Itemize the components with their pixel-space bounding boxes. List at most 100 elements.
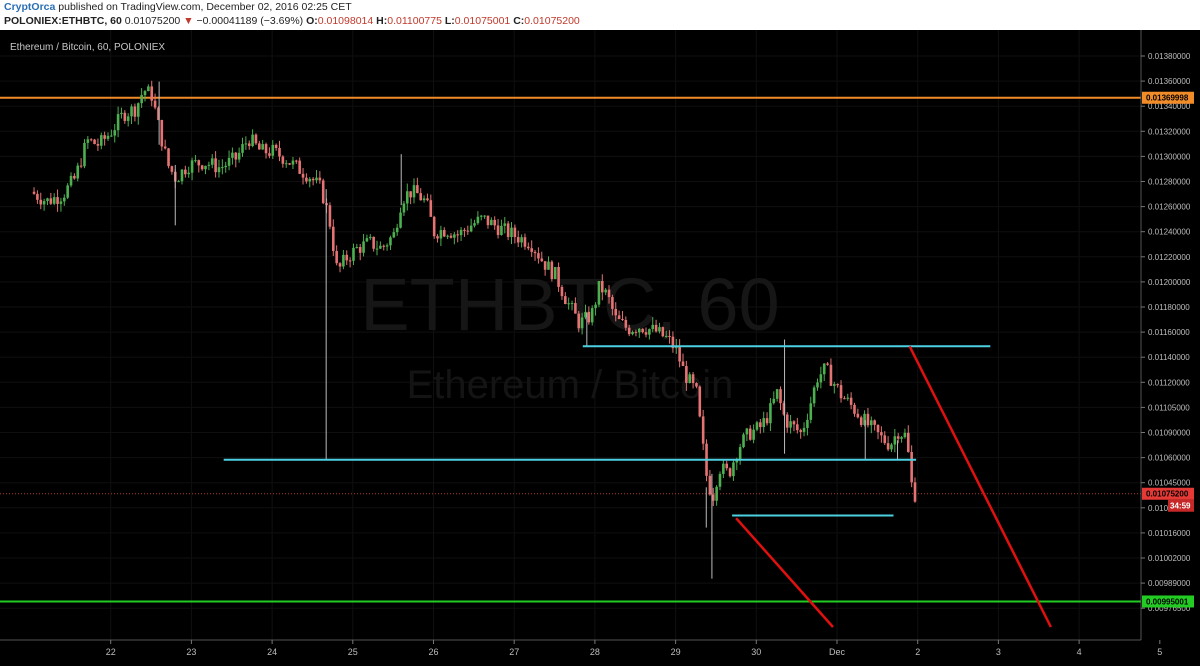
candle-body (802, 427, 806, 432)
candle-body (342, 254, 345, 267)
author-name[interactable]: CryptOrca (4, 1, 56, 13)
time-axis[interactable] (0, 640, 1200, 666)
candle-body (432, 216, 436, 237)
candle-body (298, 160, 301, 174)
candle-body (331, 226, 335, 251)
candle-body (365, 238, 369, 242)
x-tick-label: Dec (829, 647, 846, 657)
countdown-label: 34:59 (1170, 502, 1191, 511)
candlesticks (32, 80, 917, 579)
publish-info: published on TradingView.com, December 0… (58, 1, 352, 13)
candle-body (106, 135, 110, 139)
candle-body (816, 382, 819, 388)
candle-body (190, 160, 194, 173)
candle-body (765, 418, 769, 424)
x-tick-label: 24 (267, 647, 277, 657)
candle-body (456, 234, 460, 236)
chart-title: Ethereum / Bitcoin, 60, POLONIEX (10, 42, 165, 53)
candle-body (527, 246, 530, 249)
y-tick-label: 0.01045000 (1148, 479, 1191, 488)
candle-body (204, 165, 207, 170)
candle-body (718, 473, 722, 487)
candle-body (416, 185, 419, 194)
chart-header: CryptOrca published on TradingView.com, … (0, 0, 1200, 30)
candle-body (247, 143, 251, 147)
symbol-label: POLONIEX:ETHBTC, 60 (4, 15, 122, 27)
candle-body (49, 198, 53, 204)
candle-body (537, 253, 540, 259)
candle-body (436, 236, 439, 239)
candle-body (627, 327, 631, 335)
candle-body (863, 413, 866, 425)
candle-body (207, 164, 211, 166)
candle-body (829, 364, 833, 386)
candle-body (906, 432, 910, 452)
candle-body (896, 436, 900, 439)
candle-body (143, 91, 147, 96)
candle-body (469, 225, 473, 232)
candle-body (856, 413, 860, 418)
y-tick-label: 0.01380000 (1148, 52, 1191, 61)
candle-body (89, 139, 93, 141)
candle-body (584, 311, 587, 318)
close-key: C: (513, 15, 525, 27)
y-tick-label: 0.01360000 (1148, 77, 1191, 86)
down-arrow-icon: ▼ (183, 15, 194, 27)
x-tick-label: 4 (1077, 647, 1082, 657)
candle-body (258, 143, 261, 150)
candle-body (711, 494, 715, 501)
x-tick-label: 30 (751, 647, 761, 657)
candle-body (819, 374, 823, 383)
candle-body (738, 447, 742, 460)
candle-body (463, 229, 466, 231)
price-chart[interactable]: ETHBTC, 60 Ethereum / Bitcoin Ethereum /… (0, 30, 1200, 666)
high-value: 0.01100775 (387, 15, 442, 27)
trend-line[interactable] (908, 345, 1052, 628)
candle-body (594, 304, 597, 309)
candle-body (792, 421, 796, 425)
candle-body (688, 374, 692, 383)
candle-body (264, 144, 268, 154)
candle-body (345, 254, 349, 261)
price-tag-label: 0.00995001 (1146, 597, 1189, 606)
candle-body (553, 267, 557, 280)
candle-body (547, 261, 550, 270)
x-tick-label: 26 (428, 647, 438, 657)
candle-body (597, 281, 601, 305)
y-tick-label: 0.01300000 (1148, 152, 1191, 161)
x-tick-label: 25 (348, 647, 358, 657)
y-tick-label: 0.01090000 (1148, 429, 1191, 438)
candle-body (910, 451, 913, 483)
candle-body (123, 112, 127, 121)
candle-body (685, 365, 688, 383)
candle-body (843, 398, 846, 400)
candle-body (120, 112, 123, 115)
candle-body (607, 289, 611, 298)
x-tick-label: 22 (106, 647, 116, 657)
candle-body (395, 227, 399, 233)
candle-body (742, 434, 745, 448)
candle-body (311, 178, 315, 181)
candle-body (321, 180, 325, 204)
candle-body (318, 177, 322, 181)
candle-body (735, 459, 739, 463)
candle-body (493, 219, 496, 226)
candle-body (624, 319, 628, 328)
low-value: 0.01075001 (454, 15, 511, 27)
candle-body (503, 223, 507, 226)
candle-body (849, 397, 853, 405)
candle-body (769, 403, 772, 424)
candle-body (530, 248, 533, 252)
candle-body (479, 215, 483, 217)
candle-body (637, 328, 641, 333)
candle-body (836, 384, 839, 386)
candle-body (338, 263, 342, 267)
candle-body (187, 172, 191, 175)
y-tick-label: 0.01220000 (1148, 253, 1191, 262)
candle-body (150, 86, 154, 101)
candle-body (496, 225, 500, 236)
candle-body (671, 336, 675, 349)
trend-line[interactable] (735, 517, 834, 628)
price-axis[interactable] (1141, 30, 1200, 666)
candle-body (564, 296, 567, 305)
